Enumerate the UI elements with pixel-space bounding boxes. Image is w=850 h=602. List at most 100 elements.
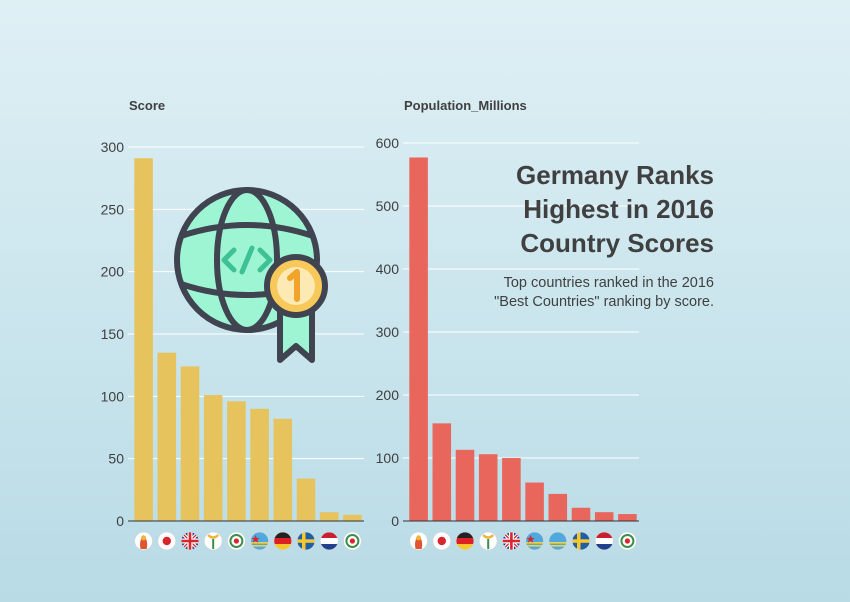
flag-border xyxy=(455,531,475,551)
bar xyxy=(432,423,452,521)
y-tick-label: 600 xyxy=(376,135,400,151)
flag-border xyxy=(501,531,521,551)
flag-part xyxy=(572,539,590,543)
flag-part xyxy=(416,535,422,541)
flag-fill xyxy=(204,532,223,550)
flag-part xyxy=(548,545,567,547)
title-line: Germany Ranks xyxy=(516,160,714,190)
flag-part xyxy=(273,538,292,544)
flag-fill xyxy=(273,532,292,550)
flag-netherlands-icon xyxy=(319,531,339,551)
page-subtitle: Top countries ranked in the 2016 "Best C… xyxy=(394,274,714,312)
flag-border xyxy=(203,531,223,551)
globe-code-award-icon xyxy=(174,187,328,363)
flag-part xyxy=(273,544,292,550)
flag-fill xyxy=(227,532,246,550)
flag-part xyxy=(320,532,339,538)
page-title: Germany Ranks Highest in 2016 Country Sc… xyxy=(394,158,714,260)
title-line: Highest in 2016 xyxy=(523,194,714,224)
flag-fill xyxy=(157,532,176,550)
flag-sweden-icon xyxy=(296,531,316,551)
flag-border xyxy=(342,531,362,551)
flag-border xyxy=(250,531,270,551)
flag-border xyxy=(432,531,452,551)
bar xyxy=(273,418,293,521)
flag-border xyxy=(618,531,637,551)
bar xyxy=(618,514,637,521)
flag-fill xyxy=(181,532,199,550)
bar xyxy=(227,401,246,521)
subtitle-line: "Best Countries" ranking by score. xyxy=(494,294,714,310)
flag-fill xyxy=(479,532,498,550)
flag-fill xyxy=(502,532,521,550)
flag-fill xyxy=(432,532,451,550)
bar xyxy=(134,158,153,521)
y-tick-label: 400 xyxy=(376,261,400,277)
flag-part xyxy=(437,536,446,546)
y-tick-label: 250 xyxy=(101,201,125,217)
flag-fill xyxy=(595,532,614,550)
bar xyxy=(455,449,475,521)
flag-part xyxy=(525,545,544,547)
flag-1-icon xyxy=(134,531,154,551)
chart-title: Score xyxy=(129,98,165,113)
flag-border xyxy=(134,531,154,551)
bar xyxy=(478,454,498,521)
flag-border xyxy=(525,531,544,551)
flag-part xyxy=(595,544,614,550)
flag-border xyxy=(180,531,200,551)
bar xyxy=(343,514,362,521)
flag-japan-icon xyxy=(157,531,177,551)
title-line: Country Scores xyxy=(520,228,714,258)
y-tick-label: 0 xyxy=(116,513,124,529)
flag-part xyxy=(595,532,614,538)
flag-border xyxy=(319,531,339,551)
y-tick-label: 300 xyxy=(376,324,400,340)
flag-border xyxy=(226,531,246,551)
flag-part xyxy=(595,538,614,544)
flag-part xyxy=(502,539,521,543)
flag-7-icon xyxy=(548,531,568,551)
flag-germany-icon xyxy=(455,531,475,551)
flag-fill xyxy=(572,532,590,550)
flag-border xyxy=(571,531,591,551)
flag-united-kingdom-icon xyxy=(180,531,200,551)
flag-4-icon xyxy=(478,531,498,551)
flag-fill xyxy=(548,532,567,550)
flag-part xyxy=(456,532,474,538)
bar xyxy=(296,478,316,521)
flag-border xyxy=(273,531,293,551)
bar xyxy=(548,493,568,521)
title-block: Germany Ranks Highest in 2016 Country Sc… xyxy=(394,158,714,312)
y-tick-label: 150 xyxy=(101,326,125,342)
flag-part xyxy=(250,542,269,544)
flag-part xyxy=(320,544,339,550)
flag-united-kingdom-icon xyxy=(501,531,521,551)
flag-10-icon xyxy=(342,531,362,551)
flag-part xyxy=(273,532,292,538)
flag-border xyxy=(296,531,316,551)
flag-border xyxy=(594,531,614,551)
flag-fill xyxy=(297,532,315,550)
flag-part xyxy=(349,538,355,544)
flag-netherlands-icon xyxy=(594,531,614,551)
y-tick-label: 0 xyxy=(391,513,399,529)
flag-border xyxy=(157,531,177,551)
bar xyxy=(180,366,200,521)
flag-part xyxy=(207,534,220,539)
flag-part xyxy=(141,535,147,541)
bar xyxy=(203,395,223,521)
y-tick-label: 300 xyxy=(101,139,125,155)
flag-6-icon xyxy=(250,531,270,551)
flag-fill xyxy=(320,532,339,550)
flag-part xyxy=(181,539,199,543)
bar xyxy=(319,512,339,521)
bar xyxy=(594,512,614,521)
flag-part xyxy=(229,534,244,548)
bar xyxy=(502,458,521,521)
flag-fill xyxy=(456,532,474,550)
flag-part xyxy=(162,536,171,546)
flag-part xyxy=(297,539,315,543)
population-chart: Population_Millions 0 100 200 300 400 500 600 xyxy=(376,98,639,551)
flag-part xyxy=(526,535,535,543)
